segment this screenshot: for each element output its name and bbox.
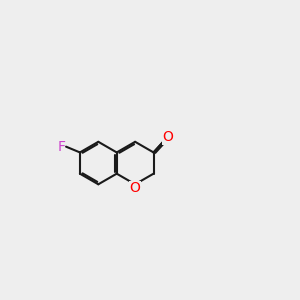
- Text: F: F: [58, 140, 66, 154]
- Text: O: O: [130, 182, 141, 196]
- Text: O: O: [162, 130, 173, 144]
